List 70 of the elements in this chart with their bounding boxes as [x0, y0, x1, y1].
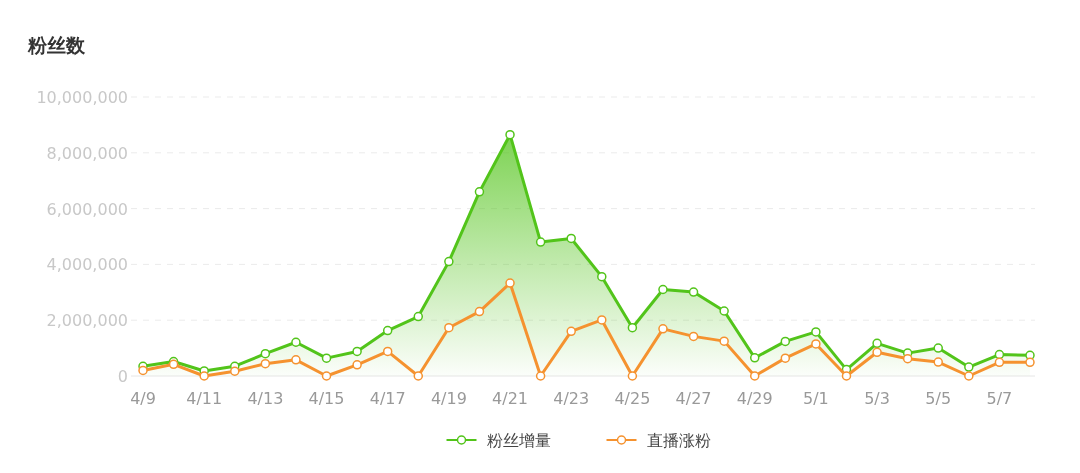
- point: [1025, 357, 1035, 368]
- x-tick-label: 5/1: [803, 389, 829, 408]
- point: [444, 256, 454, 267]
- point: [260, 358, 271, 369]
- point: [627, 371, 638, 381]
- point: [382, 325, 393, 336]
- legend-label: 直播涨粉: [646, 431, 711, 450]
- point: [535, 371, 546, 381]
- point: [688, 287, 699, 297]
- point: [872, 338, 882, 349]
- x-tick-label: 4/21: [492, 389, 528, 408]
- point: [352, 360, 362, 370]
- point: [749, 371, 760, 381]
- x-tick-label: 4/19: [430, 389, 467, 408]
- point: [566, 326, 576, 337]
- point: [902, 353, 913, 364]
- x-tick-label: 4/25: [614, 389, 651, 408]
- point: [658, 284, 668, 295]
- point: [688, 331, 699, 342]
- point: [780, 336, 791, 347]
- point: [658, 324, 668, 334]
- point: [811, 327, 821, 337]
- point: [872, 347, 882, 358]
- point: [597, 271, 607, 282]
- point: [474, 187, 485, 197]
- point: [505, 129, 515, 140]
- x-tick-label: 4/9: [130, 389, 156, 408]
- point: [749, 353, 760, 363]
- point: [994, 357, 1005, 368]
- point: [382, 346, 393, 357]
- point: [505, 278, 515, 288]
- x-tick-label: 4/29: [736, 389, 773, 408]
- point: [321, 371, 332, 381]
- x-tick-label: 5/3: [864, 389, 890, 408]
- point: [811, 339, 821, 349]
- point: [260, 348, 271, 359]
- x-tick-label: 4/23: [553, 389, 590, 408]
- point: [352, 346, 362, 357]
- point: [933, 343, 943, 353]
- point: [780, 353, 791, 363]
- point: [291, 355, 301, 365]
- point: [413, 371, 424, 381]
- point: [291, 337, 301, 347]
- x-tick-label: 4/17: [369, 389, 406, 408]
- point: [230, 366, 240, 377]
- x-tick-label: 4/13: [247, 389, 284, 408]
- point: [933, 357, 943, 367]
- x-tick-label: 4/27: [675, 389, 712, 408]
- point: [994, 349, 1005, 360]
- point: [535, 237, 546, 247]
- point: [841, 371, 852, 381]
- point: [597, 315, 607, 325]
- legend-label: 粉丝增量: [486, 431, 551, 450]
- x-tick-label: 5/7: [986, 389, 1013, 408]
- point: [413, 311, 424, 322]
- point: [444, 322, 454, 333]
- x-tick-label: 4/11: [186, 389, 223, 408]
- point: [199, 371, 209, 381]
- point: [964, 362, 974, 372]
- point: [321, 353, 332, 363]
- x-tick-label: 5/5: [925, 389, 952, 408]
- point: [138, 365, 148, 376]
- point: [719, 336, 729, 346]
- point: [566, 233, 576, 244]
- point: [964, 371, 974, 381]
- point: [474, 306, 485, 317]
- chart-title: 粉丝数: [27, 34, 86, 56]
- x-tick-label: 4/15: [308, 389, 345, 408]
- point: [719, 306, 729, 316]
- point: [627, 322, 638, 333]
